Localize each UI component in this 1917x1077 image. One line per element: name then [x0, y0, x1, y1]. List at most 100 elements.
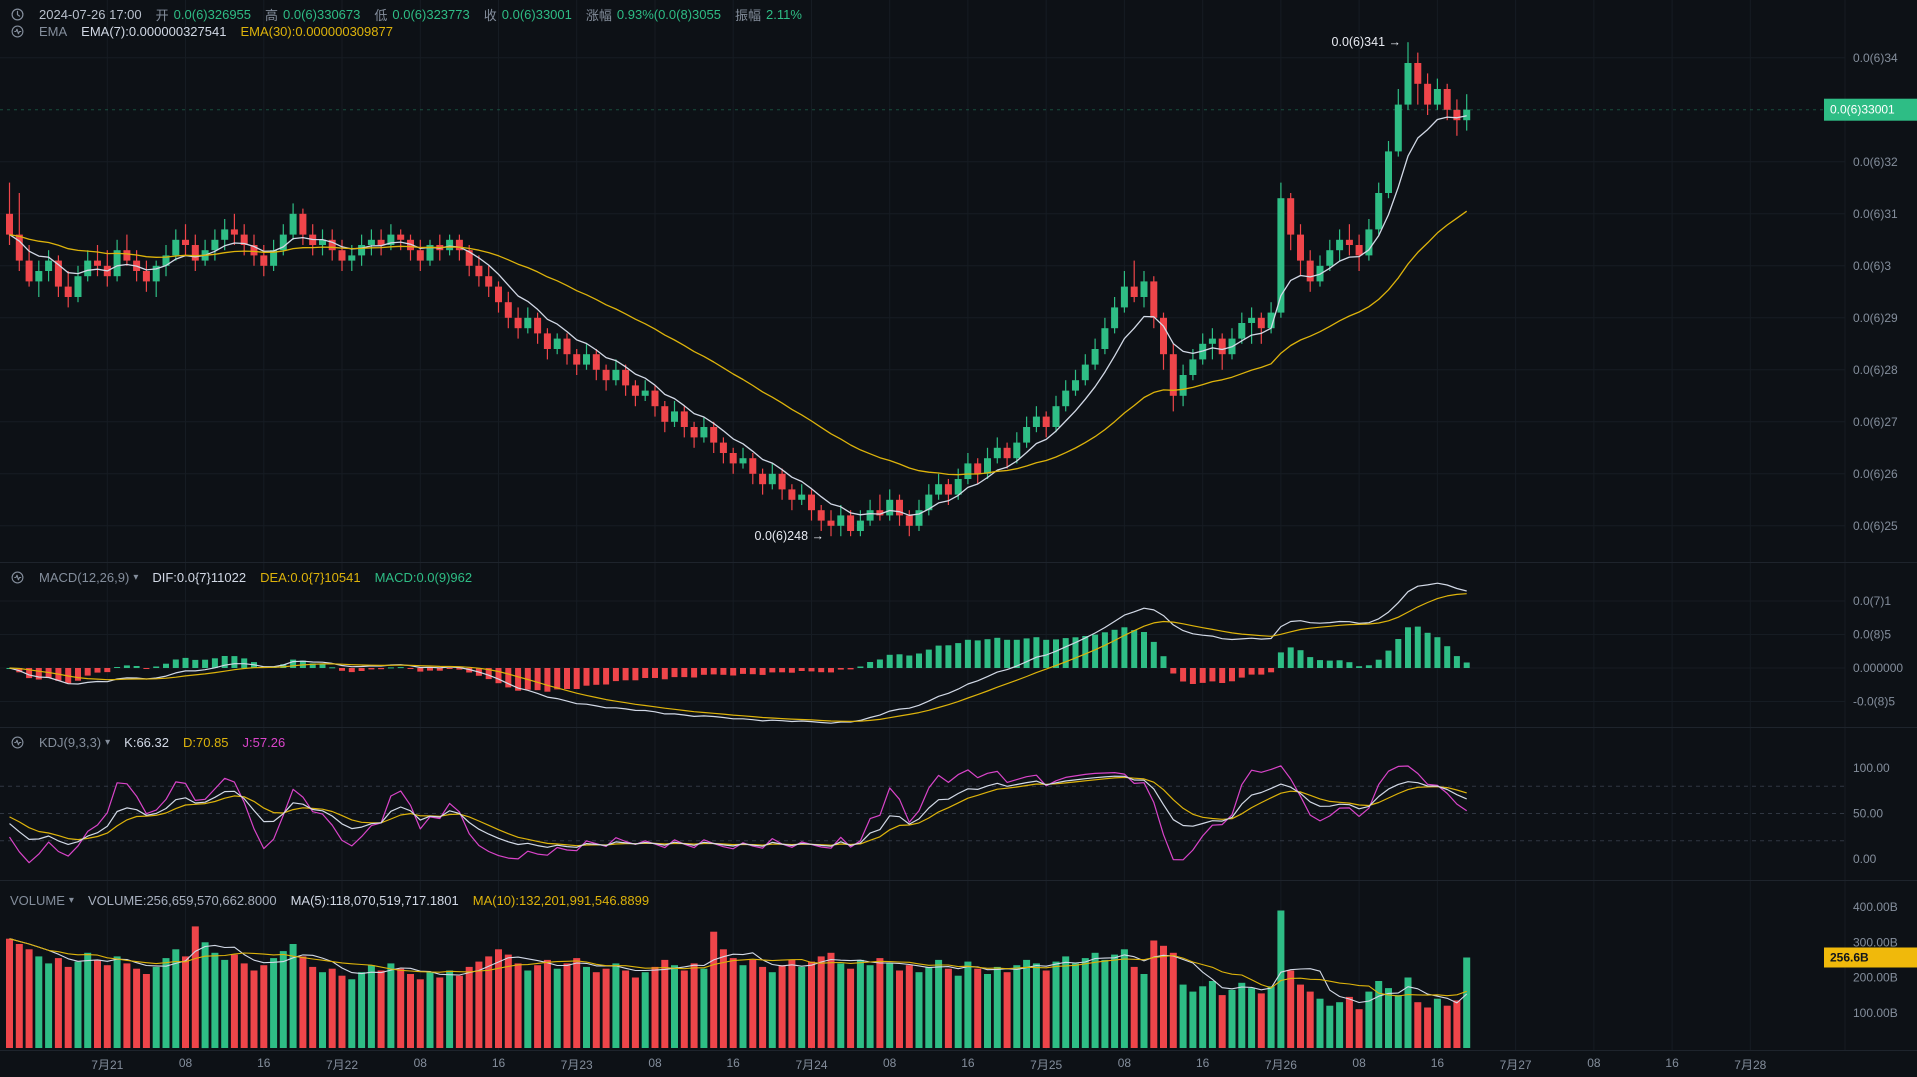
ohlc-header-row: 2024-07-26 17:00 开 0.0(6)326955 高 0.0(6)330… [10, 5, 802, 24]
volume-axis-label: 300.00B [1853, 935, 1898, 949]
j-line [9, 765, 1468, 864]
stat-label: 高 [265, 8, 279, 23]
volume-axis-label: 200.00B [1853, 971, 1898, 985]
kdj-axis-label: 0.00 [1853, 852, 1877, 866]
current-volume-tag: 256.6B [1824, 947, 1917, 968]
kdj-values: K:66.32 D:70.85 J:57.26 [124, 735, 285, 750]
price-axis-label: 0.0(6)3 [1853, 259, 1891, 273]
price-axis-label: 0.0(6)34 [1853, 51, 1898, 65]
stat-label: 低 [374, 8, 388, 23]
pane-separator [0, 1050, 1917, 1051]
ema7-line [9, 115, 1467, 516]
kdj-title-button[interactable]: KDJ(9,3,3) ▾ [39, 735, 110, 750]
time-axis-label: 7月25 [1030, 1058, 1063, 1072]
kdj-title: KDJ(9,3,3) [39, 735, 102, 750]
time-axis-label: 16 [1665, 1056, 1679, 1070]
current-volume-tag-text: 256.6B [1830, 951, 1869, 965]
macd-axis-label: -0.0(8)5 [1853, 695, 1895, 709]
macd-pane-canvas[interactable]: 0.0(7)1 0.0(8)5 0.000000 -0.0(8)5 [0, 562, 1917, 727]
ohlc-stat: 振幅 2.11% [735, 5, 802, 24]
time-axis-label: 7月21 [91, 1058, 124, 1072]
time-axis-label: 08 [413, 1056, 427, 1070]
price-axis-label: 0.0(6)29 [1853, 311, 1898, 325]
volume-ma10-line [9, 938, 1467, 997]
macd-values: DIF:0.0{7}11022 DEA:0.0{7}10541 MACD:0.0(9… [152, 570, 472, 585]
volume-dropdown-caret-icon: ▾ [68, 895, 74, 906]
time-axis-label: 7月27 [1499, 1058, 1532, 1072]
macd-header-row: MACD(12,26,9) ▾ DIF:0.0{7}11022 DEA:0.0{7… [10, 570, 472, 585]
ohlc-stat: 收 0.0(6)33001 [484, 5, 572, 24]
d-line [9, 776, 1467, 847]
price-axis-label: 0.0(6)25 [1853, 519, 1898, 533]
price-axis-label: 0.0(6)26 [1853, 467, 1898, 481]
kdj-axis-label: 50.00 [1853, 807, 1883, 821]
indicator-value: MA(5):118,070,519,717.1801 [290, 893, 459, 908]
volume-axis-label: 400.00B [1853, 900, 1898, 914]
time-axis-label: 08 [1587, 1056, 1601, 1070]
time-axis-label: 08 [1117, 1056, 1132, 1070]
stat-value: 0.0(6)326955 [173, 7, 252, 22]
time-axis-label: 08 [883, 1056, 897, 1070]
price-axis-label: 0.0(6)32 [1853, 155, 1898, 169]
stat-value: 0.0(6)323773 [392, 7, 470, 22]
dea-line [9, 593, 1467, 722]
time-axis-label: 16 [1196, 1056, 1210, 1070]
time-axis[interactable]: 7月21 08 16 7月22 08 16 7月23 08 16 7月24 08 16 7月25 08 16… [0, 1050, 1917, 1077]
price-axis-label: 0.0(6)28 [1853, 363, 1898, 377]
time-axis-label: 7月22 [325, 1058, 359, 1072]
price-annotation: 0.0(6)248 → [755, 529, 824, 543]
stat-value: 0.0(6)33001 [501, 7, 572, 22]
volume-ma5-line [9, 938, 1468, 1004]
ohlc-stat: 高 0.0(6)330673 [265, 5, 360, 24]
volume-pane-canvas[interactable]: 400.00B 300.00B 200.00B 100.00B 256.6B [0, 880, 1917, 1050]
pane-separator [0, 880, 1917, 881]
ema30-line [9, 210, 1468, 476]
time-axis-label: 16 [1430, 1056, 1445, 1070]
macd-axis-label: 0.000000 [1853, 661, 1903, 675]
time-axis-label: 16 [257, 1056, 271, 1070]
ema-values: EMA(7):0.000000327541 EMA(30):0.000000309… [81, 24, 393, 39]
price-pane-canvas[interactable]: 0.0(6)34 0.0(6)32 0.0(6)31 0.0(6)3 0.0(6)29 0… [0, 0, 1917, 562]
ema-header-row: EMA EMA(7):0.000000327541 EMA(30):0.00000… [10, 24, 393, 39]
volume-title-button[interactable]: VOLUME ▾ [10, 893, 74, 908]
ema-title-button[interactable]: EMA [39, 24, 67, 39]
kdj-pane-canvas[interactable]: 100.00 50.00 0.00 [0, 727, 1917, 880]
macd-axis-label: 0.0(8)5 [1853, 628, 1891, 642]
volume-axis-label: 100.00B [1853, 1006, 1898, 1020]
indicator-value: DEA:0.0{7}10541 [260, 570, 361, 585]
volume-title: VOLUME [10, 893, 65, 908]
indicator-value: J:57.26 [242, 735, 286, 750]
current-price-tag-text: 0.0(6)33001 [1830, 103, 1895, 117]
volume-bars [6, 910, 1471, 1049]
macd-title: MACD(12,26,9) [39, 570, 130, 585]
time-axis-label: 08 [178, 1056, 193, 1070]
macd-title-button[interactable]: MACD(12,26,9) ▾ [39, 570, 138, 585]
clock-icon[interactable] [10, 7, 25, 22]
kdj-axis-label: 100.00 [1853, 761, 1890, 775]
kdj-indicator-icon[interactable] [10, 735, 25, 750]
time-axis-label: 08 [648, 1056, 662, 1070]
stat-label: 涨幅 [585, 8, 612, 23]
indicator-value: VOLUME:256,659,570,662.8000 [87, 893, 277, 908]
indicator-value: MACD:0.0(9)962 [374, 570, 473, 585]
indicator-value: DIF:0.0{7}11022 [152, 570, 247, 585]
time-axis-label: 7月24 [795, 1058, 828, 1072]
time-axis-label: 7月26 [1264, 1058, 1297, 1072]
time-axis-label: 16 [491, 1056, 506, 1070]
stat-value: 0.0(6)330673 [283, 7, 361, 22]
pane-separator [0, 562, 1917, 563]
ema-indicator-icon[interactable] [10, 24, 25, 39]
time-axis-label: 7月28 [1734, 1058, 1767, 1072]
macd-indicator-icon[interactable] [10, 570, 25, 585]
indicator-value: D:70.85 [183, 735, 229, 750]
time-axis-label: 7月23 [560, 1058, 593, 1072]
datetime-label: 2024-07-26 17:00 [39, 7, 142, 22]
ohlc-stats: 开 0.0(6)326955 高 0.0(6)330673 低 0.0(6)323773 收… [156, 5, 802, 24]
pane-separator [0, 727, 1917, 728]
kdj-dropdown-caret-icon: ▾ [105, 737, 111, 748]
macd-dropdown-caret-icon: ▾ [133, 572, 139, 583]
price-axis-label: 0.0(6)31 [1853, 207, 1898, 221]
indicator-value: MA(10):132,201,991,546.8899 [472, 893, 650, 908]
candles-group [6, 42, 1471, 537]
